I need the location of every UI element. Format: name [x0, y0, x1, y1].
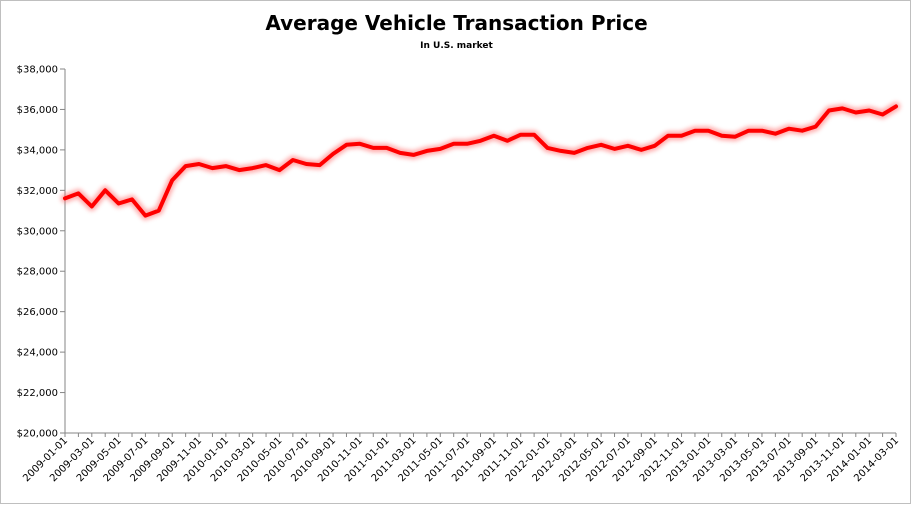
chart-subtitle: In U.S. market: [420, 41, 493, 51]
series-line: [63, 104, 898, 218]
y-tick-label: $34,000: [17, 145, 58, 156]
y-tick-label: $26,000: [17, 307, 58, 318]
series-line-glow: [60, 101, 901, 221]
y-tick-label: $24,000: [17, 348, 58, 359]
y-tick-label: $22,000: [17, 388, 58, 399]
chart-title: Average Vehicle Transaction Price: [265, 11, 648, 35]
y-tick-label: $20,000: [17, 429, 58, 440]
y-tick-label: $36,000: [17, 105, 58, 116]
y-tick-label: $30,000: [17, 226, 58, 237]
y-tick-label: $28,000: [17, 267, 58, 278]
y-tick-label: $32,000: [17, 186, 58, 197]
y-tick-label: $38,000: [17, 65, 58, 76]
